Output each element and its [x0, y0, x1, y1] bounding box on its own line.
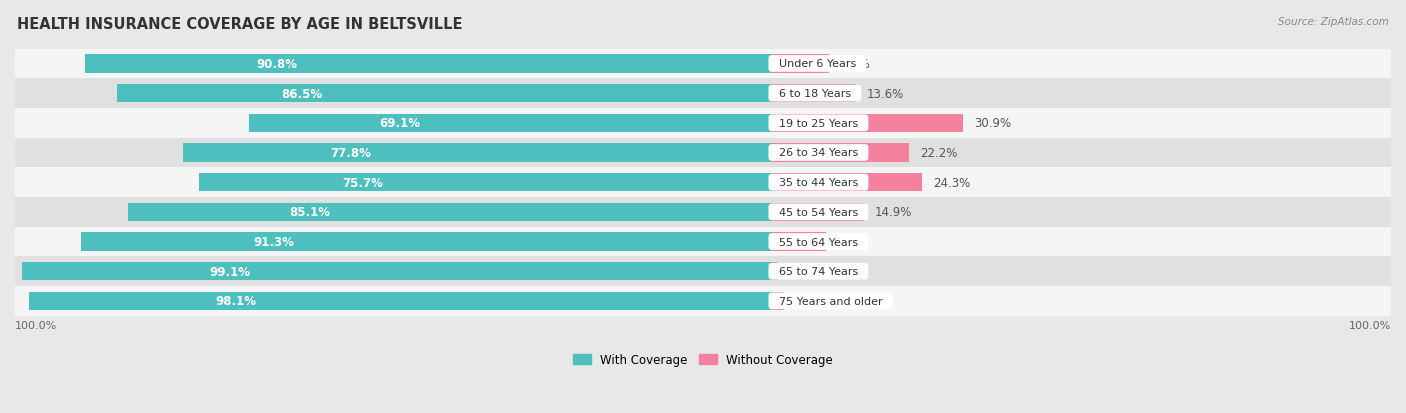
Text: 100.0%: 100.0%: [1348, 320, 1391, 330]
Text: 24.3%: 24.3%: [934, 176, 970, 189]
Bar: [15, 50, 1391, 79]
Text: Source: ZipAtlas.com: Source: ZipAtlas.com: [1278, 17, 1389, 26]
Text: 30.9%: 30.9%: [974, 117, 1011, 130]
Bar: [183, 144, 772, 162]
Text: 45 to 54 Years: 45 to 54 Years: [772, 207, 865, 217]
Text: 0.94%: 0.94%: [789, 265, 825, 278]
Text: 75.7%: 75.7%: [342, 176, 382, 189]
Text: 35 to 44 Years: 35 to 44 Years: [772, 178, 865, 188]
Bar: [128, 203, 772, 221]
Text: 99.1%: 99.1%: [209, 265, 250, 278]
Text: 1.9%: 1.9%: [794, 294, 824, 308]
Legend: With Coverage, Without Coverage: With Coverage, Without Coverage: [568, 349, 838, 371]
Bar: [15, 257, 1391, 286]
Bar: [15, 79, 1391, 109]
Bar: [15, 109, 1391, 138]
Text: 65 to 74 Years: 65 to 74 Years: [772, 266, 865, 277]
Text: 22.2%: 22.2%: [921, 147, 957, 159]
Bar: [772, 292, 783, 310]
Text: 26 to 34 Years: 26 to 34 Years: [772, 148, 865, 158]
Text: 85.1%: 85.1%: [288, 206, 330, 219]
Bar: [15, 197, 1391, 227]
Text: HEALTH INSURANCE COVERAGE BY AGE IN BELTSVILLE: HEALTH INSURANCE COVERAGE BY AGE IN BELT…: [17, 17, 463, 31]
Text: 86.5%: 86.5%: [281, 88, 322, 100]
Bar: [772, 144, 910, 162]
Text: 14.9%: 14.9%: [875, 206, 912, 219]
Bar: [15, 286, 1391, 316]
Bar: [772, 55, 830, 74]
Text: 75 Years and older: 75 Years and older: [772, 296, 890, 306]
Bar: [249, 114, 772, 133]
Text: 77.8%: 77.8%: [330, 147, 371, 159]
Text: 90.8%: 90.8%: [256, 58, 298, 71]
Bar: [772, 262, 778, 281]
Bar: [22, 262, 772, 281]
Bar: [15, 168, 1391, 197]
Text: 6 to 18 Years: 6 to 18 Years: [772, 89, 858, 99]
Bar: [15, 227, 1391, 257]
Text: 69.1%: 69.1%: [380, 117, 420, 130]
Bar: [772, 233, 825, 251]
Bar: [772, 85, 856, 103]
Text: 100.0%: 100.0%: [15, 320, 58, 330]
Text: Under 6 Years: Under 6 Years: [772, 59, 863, 69]
Text: 98.1%: 98.1%: [215, 294, 256, 308]
Bar: [772, 114, 963, 133]
Bar: [772, 203, 865, 221]
Text: 13.6%: 13.6%: [868, 88, 904, 100]
Bar: [30, 292, 772, 310]
Text: 55 to 64 Years: 55 to 64 Years: [772, 237, 865, 247]
Text: 91.3%: 91.3%: [253, 235, 294, 249]
Bar: [80, 233, 772, 251]
Bar: [15, 138, 1391, 168]
Text: 19 to 25 Years: 19 to 25 Years: [772, 119, 865, 128]
Bar: [117, 85, 772, 103]
Text: 8.7%: 8.7%: [837, 235, 866, 249]
Text: 9.3%: 9.3%: [841, 58, 870, 71]
Bar: [198, 173, 772, 192]
Bar: [84, 55, 772, 74]
Bar: [772, 173, 922, 192]
